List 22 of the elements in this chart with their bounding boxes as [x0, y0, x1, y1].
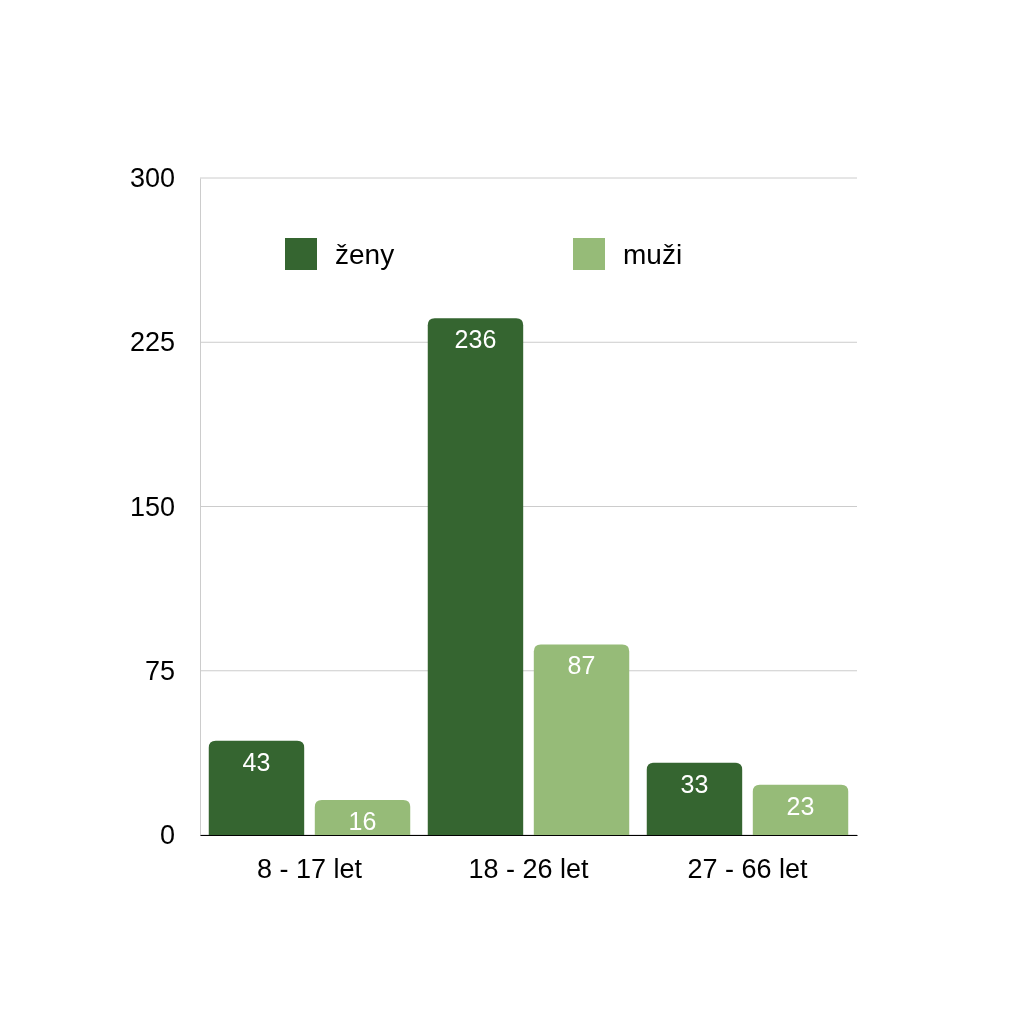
bar: [752, 784, 849, 835]
data-label: 16: [348, 806, 377, 835]
bar: [314, 799, 411, 835]
y-tick-label: 0: [159, 820, 175, 851]
data-label: 236: [454, 325, 497, 354]
legend-label: muži: [623, 239, 683, 270]
x-tick-label: 27 - 66 let: [687, 854, 809, 885]
bar: [208, 740, 305, 835]
y-tick-label: 300: [129, 163, 175, 194]
data-label: 87: [567, 651, 596, 680]
legend-label: ženy: [335, 239, 395, 270]
y-tick-label: 75: [144, 655, 175, 686]
y-tick-label: 225: [129, 327, 175, 358]
x-tick-label: 18 - 26 let: [468, 854, 590, 885]
data-label: 23: [786, 791, 815, 820]
data-label: 33: [680, 769, 709, 798]
bar: [427, 318, 524, 835]
bar: [533, 644, 630, 835]
x-tick-label: 8 - 17 let: [256, 854, 363, 885]
bar: [646, 762, 743, 835]
data-label: 43: [242, 747, 271, 776]
y-tick-label: 150: [129, 491, 175, 522]
